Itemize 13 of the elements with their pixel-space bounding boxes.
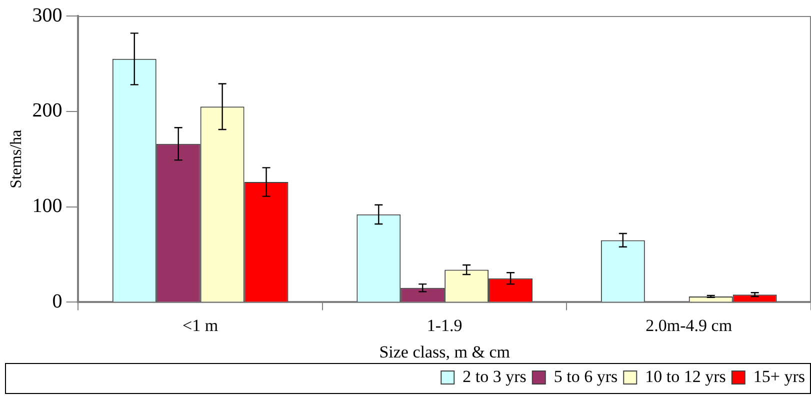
x-tick-label: <1 m	[182, 316, 218, 335]
legend-label: 15+ yrs	[753, 366, 806, 386]
y-tick-label: 300	[32, 4, 62, 26]
y-axis-title: Stems/ha	[8, 130, 25, 188]
x-tick-label: 1-1.9	[426, 316, 462, 335]
legend-label: 5 to 6 yrs	[554, 366, 618, 386]
y-tick-label: 200	[32, 100, 62, 122]
y-tick-label: 100	[32, 195, 62, 218]
x-axis-title: Size class, m & cm	[379, 342, 510, 362]
legend-label: 10 to 12 yrs	[645, 366, 726, 386]
legend-label: 2 to 3 yrs	[462, 366, 526, 386]
x-tick-label: 2.0m-4.9 cm	[646, 316, 732, 335]
y-tick-label: 0	[52, 290, 62, 312]
